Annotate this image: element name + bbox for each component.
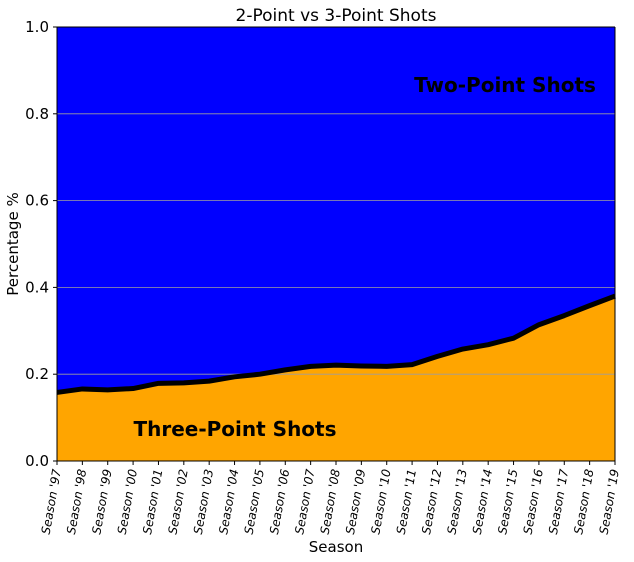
three-point-region-label: Three-Point Shots xyxy=(133,417,336,441)
two-point-region-label: Two-Point Shots xyxy=(414,73,596,97)
y-tick-label: 0.2 xyxy=(25,365,49,383)
x-axis: Season '97 Season '98 Season '99 Season '00… xyxy=(39,460,622,536)
x-tick-label: Season '05 xyxy=(242,468,267,535)
x-tick-label: Season '09 xyxy=(343,468,368,535)
x-tick-label: Season '97 xyxy=(39,468,64,536)
gridlines xyxy=(57,113,615,375)
boundary-line-layer xyxy=(56,293,616,395)
region-labels: Two-Point Shots Three-Point Shots xyxy=(133,73,595,441)
x-tick-label: Season '17 xyxy=(546,468,571,536)
y-tick-label: 0.6 xyxy=(25,192,49,210)
x-tick-label: Season '14 xyxy=(470,468,495,535)
x-tick-label: Season '01 xyxy=(140,468,165,535)
x-tick-label: Season '02 xyxy=(166,468,191,535)
x-tick-label: Season '04 xyxy=(216,468,241,535)
y-tick-label: 0.8 xyxy=(25,105,49,123)
y-axis: 0.0 0.2 0.4 0.6 0.8 1.0 xyxy=(25,18,616,470)
x-tick-label: Season '19 xyxy=(597,468,622,535)
y-tick-label: 1.0 xyxy=(25,18,49,36)
x-axis-label: Season xyxy=(309,538,363,556)
x-tick-label: Season '06 xyxy=(267,468,292,536)
plot-area xyxy=(57,27,615,461)
x-tick-label: Season '18 xyxy=(571,468,596,536)
x-tick-label: Season '13 xyxy=(445,468,470,535)
x-tick-label: Season '11 xyxy=(394,468,419,535)
y-axis-label: Percentage % xyxy=(4,192,22,295)
x-tick-label: Season '07 xyxy=(292,468,317,536)
x-tick-label: Season '15 xyxy=(495,468,520,535)
chart-title: 2-Point vs 3-Point Shots xyxy=(236,6,437,26)
y-tick-label: 0.4 xyxy=(25,278,49,296)
x-tick-label: Season '00 xyxy=(115,468,140,536)
x-tick-label: Season '10 xyxy=(368,468,393,536)
boundary-line xyxy=(56,293,616,395)
x-tick-label: Season '16 xyxy=(521,468,546,536)
three-point-area xyxy=(57,296,615,461)
x-tick-label: Season '03 xyxy=(191,468,216,535)
x-tick-label: Season '98 xyxy=(64,468,89,536)
x-tick-label: Season '08 xyxy=(318,468,343,536)
x-tick-label: Season '99 xyxy=(89,468,114,535)
y-tick-label: 0.0 xyxy=(25,452,49,470)
x-tick-label: Season '12 xyxy=(419,468,444,535)
